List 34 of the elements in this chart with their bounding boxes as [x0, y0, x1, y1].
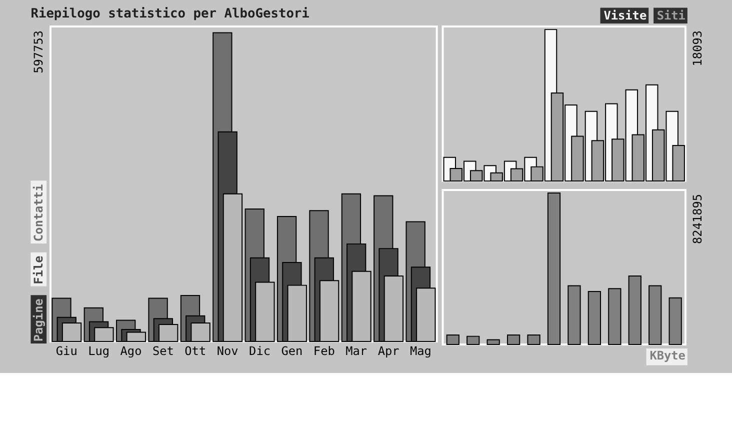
x-tick-label: Feb [313, 344, 335, 358]
bar [568, 285, 581, 345]
x-tick-label: Ott [184, 344, 206, 358]
text: 18093 [690, 30, 704, 66]
text: 597753 [32, 30, 46, 74]
bar [446, 334, 460, 345]
x-tick-label: Mar [346, 344, 368, 358]
chart-title: Riepilogo statistico per AlboGestori [30, 6, 310, 22]
x-tick-label: Ago [120, 344, 142, 358]
text: 8241895 [690, 194, 704, 244]
x-tick-label: Dic [249, 344, 270, 358]
text: Pagine [32, 298, 46, 342]
bar [628, 276, 642, 345]
bar [608, 288, 622, 345]
x-tick-label: Nov [216, 344, 238, 358]
x-tick-label: Giu [56, 344, 78, 358]
text: Visite [604, 8, 647, 23]
bar [506, 334, 520, 345]
text: File [32, 256, 46, 284]
bar [466, 336, 480, 345]
text: Siti [656, 8, 686, 23]
x-tick-label: Apr [378, 344, 400, 358]
bar [668, 297, 682, 345]
bar [648, 285, 662, 345]
x-tick-label: Gen [281, 344, 303, 358]
bar [527, 334, 540, 345]
text: Contatti [32, 184, 46, 242]
bar [547, 192, 561, 345]
x-tick-label: Mag [410, 344, 432, 358]
bar [486, 339, 500, 345]
bar [588, 290, 601, 345]
series-label: KByte [650, 348, 686, 362]
x-tick-label: Lug [88, 344, 110, 358]
x-tick-label: Set [152, 344, 174, 358]
